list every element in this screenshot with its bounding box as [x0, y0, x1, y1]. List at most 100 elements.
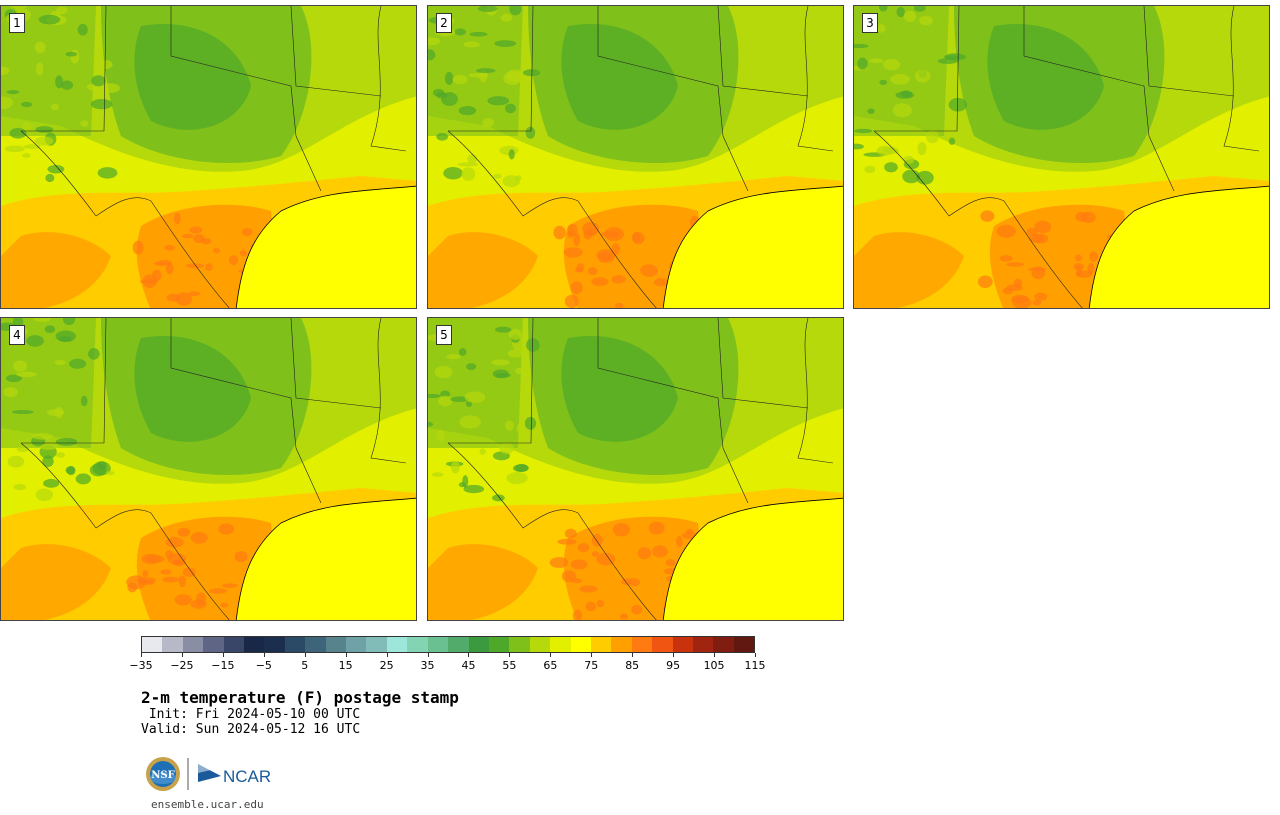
terrain-blotch [494, 40, 517, 47]
terrain-blotch [99, 433, 111, 447]
colorbar-tick-label: −25 [170, 659, 194, 672]
terrain-blotch [80, 395, 88, 407]
terrain-blotch [1, 66, 10, 75]
cool-core-region [561, 336, 678, 442]
temperature-colorbar [141, 636, 755, 653]
terrain-blotch [525, 126, 536, 139]
hot-blotch [612, 522, 630, 537]
hot-blotch [200, 237, 212, 245]
terrain-blotch [884, 162, 898, 173]
terrain-blotch [469, 31, 488, 37]
terrain-blotch [507, 349, 525, 358]
terrain-blotch [431, 472, 444, 477]
colorbar-swatch [652, 637, 673, 652]
colorbar-swatch [631, 637, 653, 652]
terrain-blotch [508, 328, 523, 340]
colorbar-tick-label: 15 [338, 659, 353, 672]
terrain-blotch [428, 393, 441, 399]
hot-blotch [187, 291, 201, 297]
colorbar-swatch [346, 637, 367, 652]
hot-blotch [977, 275, 993, 288]
terrain-blotch [89, 463, 107, 477]
terrain-blotch [12, 360, 28, 372]
terrain-blotch [13, 484, 27, 491]
colorbar-tick-label: 45 [461, 659, 476, 672]
terrain-blotch [919, 15, 933, 26]
terrain-blotch [55, 75, 64, 89]
colorbar-tick-label: 95 [666, 659, 681, 672]
terrain-blotch [867, 108, 875, 114]
terrain-blotch [40, 444, 58, 450]
hot-blotch [637, 547, 652, 560]
colorbar-swatch [550, 637, 571, 652]
colorbar-swatch [692, 637, 714, 652]
terrain-blotch [896, 6, 905, 18]
hot-blotch [142, 274, 157, 288]
terrain-blotch [7, 455, 25, 468]
hot-blotch [160, 569, 172, 575]
colorbar-tick-label: 105 [703, 659, 725, 672]
terrain-blotch [69, 358, 87, 369]
terrain-blotch [904, 10, 917, 23]
terrain-blotch [55, 330, 77, 343]
border-mexico [447, 442, 657, 620]
border-nm [21, 318, 107, 444]
border-ok-ar [717, 318, 809, 409]
terrain-blotch [5, 374, 23, 383]
hot-blotch [157, 259, 172, 267]
hot-blotch [138, 580, 155, 585]
terrain-blotch [500, 13, 513, 22]
colorbar-swatch [427, 637, 449, 652]
hot-blotch [564, 294, 579, 308]
colorbar-tick-label: −35 [129, 659, 153, 672]
border-mexico [20, 130, 230, 308]
gulf-of-mexico [236, 498, 416, 620]
terrain-blotch [506, 472, 528, 485]
terrain-blotch [917, 141, 927, 156]
terrain-blotch [436, 132, 449, 141]
hot-blotch [576, 263, 585, 273]
terrain-blotch [462, 475, 469, 488]
panel-number: 5 [436, 325, 452, 345]
terrain-blotch [436, 429, 445, 442]
hot-blotch [627, 578, 641, 587]
hot-region-west [428, 232, 538, 308]
hot-blotch [653, 278, 668, 287]
terrain-blotch [16, 371, 37, 378]
border-ok-ar [717, 6, 809, 97]
hot-blotch [182, 567, 196, 578]
hot-blotch [619, 613, 629, 620]
terrain-blotch [46, 409, 65, 416]
hot-blotch [1032, 299, 1042, 306]
colorbar-swatch [162, 637, 183, 652]
terrain-blotch [33, 318, 51, 322]
hot-blotch [172, 559, 181, 565]
terrain-blotch [55, 452, 66, 458]
terrain-blotch [900, 90, 913, 98]
hot-blotch [1075, 254, 1082, 262]
hot-blotch [142, 570, 149, 578]
init-time: Init: Fri 2024-05-10 00 UTC [141, 707, 361, 722]
border-nm [448, 6, 534, 132]
terrain-blotch [61, 80, 74, 90]
colorbar-swatch [244, 637, 265, 652]
hot-blotch [162, 576, 180, 583]
terrain-blotch [505, 103, 516, 114]
terrain-blotch [432, 88, 445, 97]
hot-blotch [611, 243, 620, 256]
gulf-of-mexico [236, 186, 416, 308]
terrain-blotch [902, 169, 921, 184]
colorbar-tick [673, 653, 675, 657]
hot-blotch [587, 228, 596, 237]
hot-blotch [220, 602, 229, 608]
terrain-blotch [106, 470, 115, 476]
terrain-blotch [463, 41, 480, 48]
border-tx-ok [170, 6, 322, 192]
hot-blotch [577, 542, 590, 553]
terrain-blotch [458, 106, 477, 116]
hot-blotch [567, 230, 574, 238]
hot-blotch [597, 252, 614, 263]
coastline [662, 497, 843, 620]
colorbar-swatch [223, 637, 245, 652]
terrain-blotch [464, 391, 486, 403]
